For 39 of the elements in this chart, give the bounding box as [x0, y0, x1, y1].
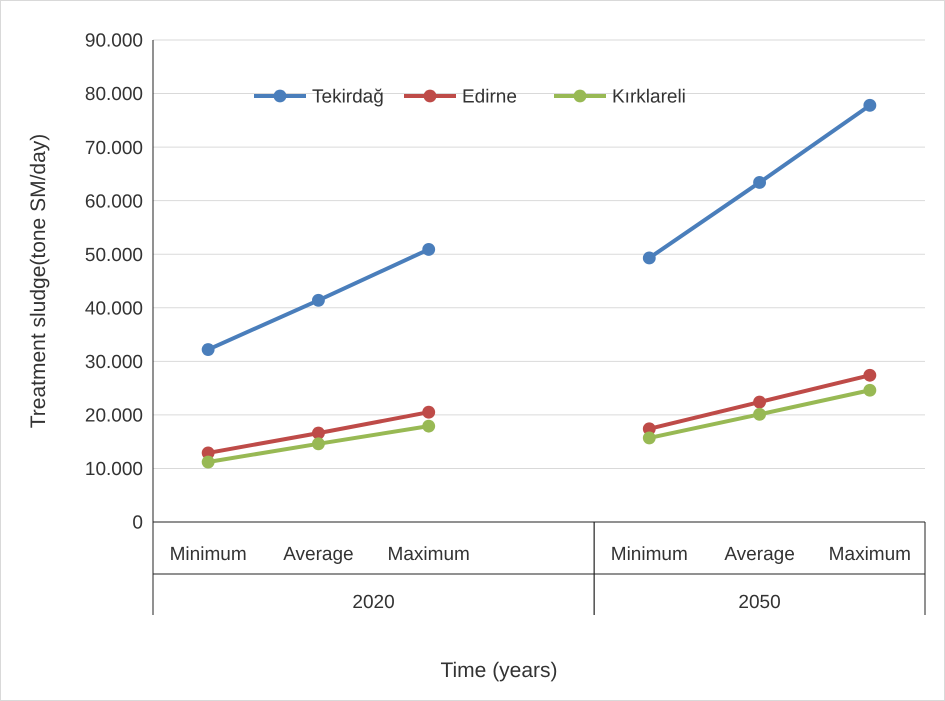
y-tick-label: 90.000: [84, 30, 143, 52]
point: [863, 384, 876, 397]
point: [863, 98, 876, 112]
x-tick-label: Maximum: [828, 544, 912, 565]
x-tick-label: Average: [724, 544, 795, 565]
x-tick-label: Minimum: [610, 544, 688, 565]
text: 2020: [352, 592, 395, 613]
point: [202, 456, 215, 468]
point: [202, 343, 215, 356]
x-tick-label: Maximum: [388, 544, 470, 565]
point: [642, 431, 656, 444]
point: [312, 437, 325, 450]
y-tick-label: 60.000: [84, 191, 143, 212]
y-axis-title: Treatment sludge(tone SM/day): [27, 134, 50, 428]
y-tick-label: 70.000: [84, 138, 143, 159]
point: [422, 406, 436, 419]
point: [312, 294, 325, 307]
legend-label: Edirne: [462, 86, 517, 108]
point: [863, 368, 876, 382]
y-tick-label: 0: [132, 512, 143, 534]
y-tick-label: 50.000: [84, 244, 143, 266]
legend-label: Kırklareli: [612, 86, 686, 108]
text: 2050: [738, 592, 781, 613]
y-tick-label: 20.000: [84, 406, 143, 427]
x-tick-label: Minimum: [170, 544, 247, 565]
point: [753, 176, 766, 189]
point: [312, 426, 325, 440]
y-tick-label: 40.000: [84, 298, 143, 320]
point: [753, 396, 766, 408]
point: [753, 408, 766, 421]
point: [422, 420, 436, 433]
y-tick-label: 30.000: [84, 352, 143, 373]
point: [422, 242, 436, 256]
x-tick-label: Average: [283, 544, 354, 565]
y-tick-label: 80.000: [84, 84, 143, 106]
y-tick-label: 10.000: [84, 459, 143, 480]
legend-label: Tekirdağ: [312, 86, 384, 108]
x-axis-title: Time (years): [440, 659, 558, 682]
point: [642, 252, 656, 264]
